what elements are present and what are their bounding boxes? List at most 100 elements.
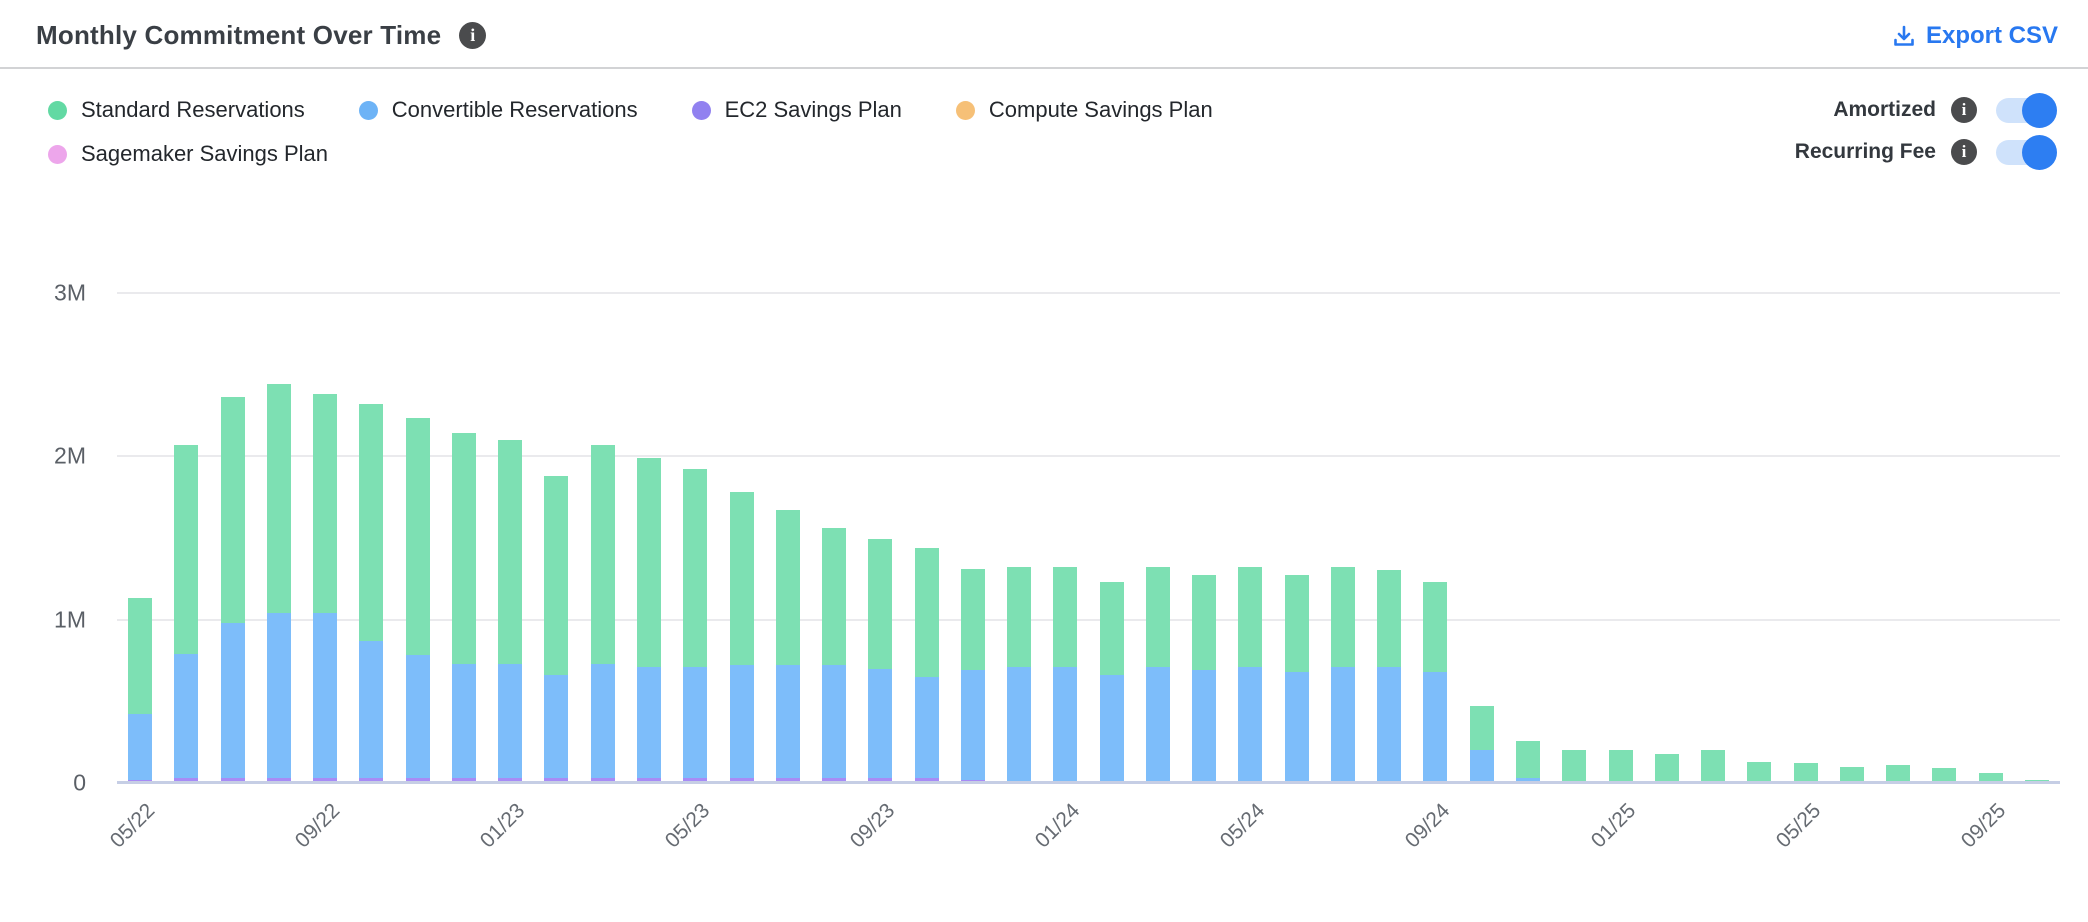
- bar-segment[interactable]: [1053, 567, 1078, 667]
- bar-segment[interactable]: [313, 393, 338, 613]
- bar-segment[interactable]: [775, 509, 800, 666]
- bar-segment[interactable]: [174, 778, 199, 783]
- bar-segment[interactable]: [266, 612, 291, 779]
- bar-segment[interactable]: [1192, 575, 1217, 671]
- bar-segment[interactable]: [1747, 761, 1772, 783]
- bar-segment[interactable]: [220, 778, 245, 783]
- bar-segment[interactable]: [544, 778, 569, 783]
- bar-segment[interactable]: [266, 384, 291, 613]
- bar-segment[interactable]: [1608, 750, 1633, 783]
- toggle-info-icon[interactable]: i: [1951, 97, 1977, 123]
- bar-segment[interactable]: [1377, 570, 1402, 667]
- bar-segment[interactable]: [868, 539, 893, 669]
- toggle-info-icon[interactable]: i: [1951, 139, 1977, 165]
- bar-segment[interactable]: [822, 665, 847, 779]
- bar-segment[interactable]: [960, 568, 985, 671]
- bar-segment[interactable]: [1007, 666, 1032, 783]
- bar-segment[interactable]: [775, 665, 800, 779]
- bar-segment[interactable]: [729, 778, 754, 783]
- bar-segment[interactable]: [729, 665, 754, 779]
- bar-segment[interactable]: [313, 612, 338, 779]
- bar-segment[interactable]: [1515, 778, 1540, 783]
- bar-segment[interactable]: [1423, 581, 1448, 672]
- bar-segment[interactable]: [451, 778, 476, 783]
- bar-segment[interactable]: [1701, 750, 1726, 783]
- bar-segment[interactable]: [405, 418, 430, 656]
- bar-segment[interactable]: [1839, 766, 1864, 783]
- title-info-icon[interactable]: i: [459, 22, 487, 49]
- bar-segment[interactable]: [1793, 763, 1818, 783]
- bar-segment[interactable]: [868, 668, 893, 779]
- bar-segment[interactable]: [128, 598, 153, 715]
- bar-segment[interactable]: [1978, 773, 2003, 783]
- bar-segment[interactable]: [1238, 666, 1263, 783]
- bar-segment[interactable]: [1145, 567, 1170, 667]
- bar-segment[interactable]: [544, 475, 569, 676]
- bar-segment[interactable]: [590, 778, 615, 783]
- bar-segment[interactable]: [1053, 666, 1078, 783]
- bar-segment[interactable]: [1007, 567, 1032, 667]
- legend-item[interactable]: EC2 Savings Plan: [691, 97, 902, 123]
- bar-segment[interactable]: [637, 457, 661, 667]
- bar-segment[interactable]: [1886, 765, 1911, 783]
- bar-segment[interactable]: [359, 640, 384, 779]
- bar-segment[interactable]: [1145, 666, 1170, 783]
- bar-segment[interactable]: [1284, 575, 1309, 672]
- bar-segment[interactable]: [1469, 706, 1494, 751]
- bar-segment[interactable]: [868, 778, 893, 783]
- bar-segment[interactable]: [960, 670, 985, 780]
- export-csv-button[interactable]: Export CSV: [1892, 22, 2058, 50]
- bar-segment[interactable]: [1469, 750, 1494, 783]
- bar-segment[interactable]: [914, 676, 939, 779]
- bar-segment[interactable]: [637, 666, 661, 779]
- bar-segment[interactable]: [451, 663, 476, 779]
- bar-segment[interactable]: [1377, 666, 1402, 783]
- toggle-switch[interactable]: [1996, 134, 2057, 170]
- bar-segment[interactable]: [1330, 567, 1355, 667]
- bar-segment[interactable]: [1423, 671, 1448, 783]
- bar-segment[interactable]: [220, 397, 245, 623]
- bar-segment[interactable]: [914, 547, 939, 677]
- bar-segment[interactable]: [266, 778, 291, 783]
- bar-segment[interactable]: [590, 663, 615, 779]
- bar-segment[interactable]: [174, 444, 199, 654]
- bar-segment[interactable]: [1099, 675, 1124, 783]
- bar-segment[interactable]: [590, 444, 615, 664]
- bar-segment[interactable]: [1238, 567, 1263, 667]
- legend-item[interactable]: Compute Savings Plan: [955, 97, 1213, 123]
- legend-item[interactable]: Standard Reservations: [48, 97, 305, 123]
- bar-segment[interactable]: [1330, 666, 1355, 783]
- bar-segment[interactable]: [822, 778, 847, 783]
- bar-segment[interactable]: [683, 778, 708, 783]
- bar-segment[interactable]: [1099, 581, 1124, 676]
- bar-segment[interactable]: [405, 655, 430, 779]
- bar-segment[interactable]: [313, 778, 338, 783]
- bar-segment[interactable]: [683, 666, 708, 779]
- bar-segment[interactable]: [1562, 750, 1587, 783]
- bar-segment[interactable]: [359, 778, 384, 783]
- bar-segment[interactable]: [174, 653, 199, 779]
- bar-segment[interactable]: [637, 778, 661, 783]
- bar-segment[interactable]: [729, 491, 754, 666]
- legend-item[interactable]: Sagemaker Savings Plan: [48, 141, 328, 167]
- bar-segment[interactable]: [405, 778, 430, 783]
- legend-item[interactable]: Convertible Reservations: [358, 97, 638, 123]
- bar-segment[interactable]: [775, 778, 800, 783]
- bar-segment[interactable]: [1654, 753, 1679, 783]
- bar-segment[interactable]: [822, 527, 847, 666]
- bar-segment[interactable]: [498, 778, 523, 783]
- bar-segment[interactable]: [498, 439, 523, 664]
- bar-segment[interactable]: [220, 622, 245, 779]
- bar-segment[interactable]: [1284, 671, 1309, 783]
- bar-segment[interactable]: [498, 663, 523, 779]
- bar-segment[interactable]: [544, 675, 569, 779]
- bar-segment[interactable]: [128, 714, 153, 780]
- bar-segment[interactable]: [1515, 740, 1540, 779]
- bar-segment[interactable]: [359, 403, 384, 641]
- bar-segment[interactable]: [683, 469, 708, 667]
- bar-segment[interactable]: [914, 778, 939, 783]
- bar-segment[interactable]: [451, 433, 476, 664]
- bar-segment[interactable]: [1932, 768, 1957, 783]
- toggle-switch[interactable]: [1996, 92, 2057, 128]
- bar-segment[interactable]: [1192, 670, 1217, 783]
